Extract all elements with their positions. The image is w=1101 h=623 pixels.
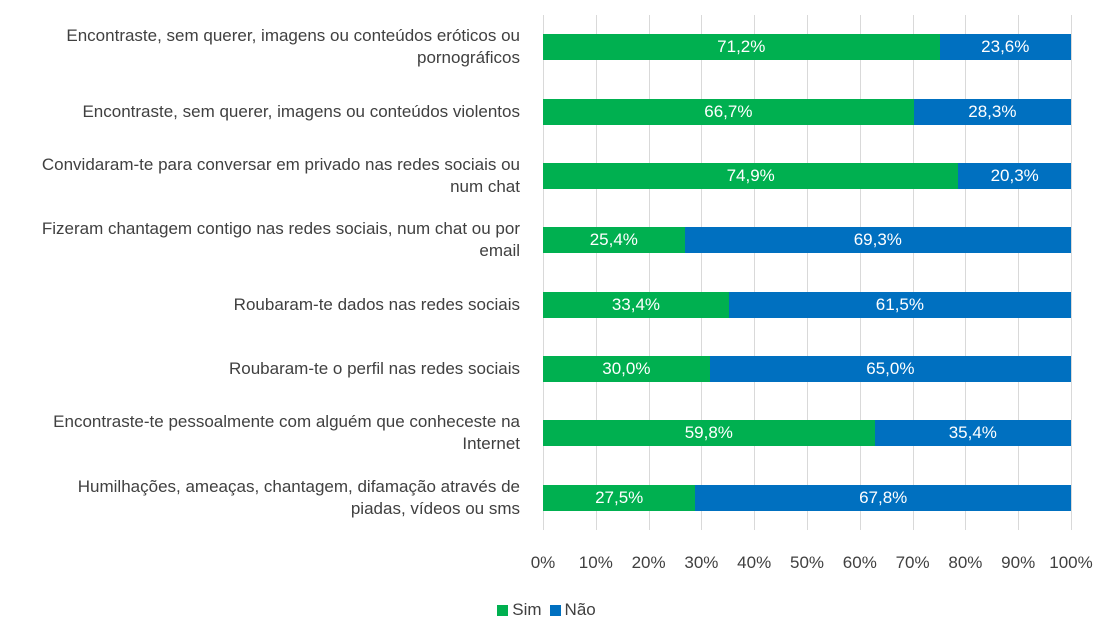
data-label: 25,4% <box>589 230 638 250</box>
x-tick-label: 100% <box>1049 553 1093 572</box>
x-tick-label: 70% <box>895 553 930 572</box>
data-label: 23,6% <box>981 37 1030 57</box>
x-tick-label: 50% <box>789 553 825 572</box>
data-label: 65,0% <box>866 359 915 379</box>
grid-line <box>1071 15 1072 530</box>
category-label: Encontraste-te pessoalmente com alguém q… <box>53 412 520 454</box>
legend-label: Não <box>564 600 596 619</box>
grid-line <box>701 15 703 530</box>
grid-line <box>859 15 861 530</box>
data-label: 67,8% <box>859 487 908 507</box>
category-label: Convidaram-te para conversar em privado … <box>41 154 520 196</box>
bar-segment: 28,3% <box>913 98 1071 125</box>
bar-segment: 67,8% <box>695 484 1071 511</box>
data-label: 28,3% <box>968 101 1017 121</box>
x-tick-label: 90% <box>1001 553 1036 572</box>
data-label: 71,2% <box>717 37 766 57</box>
category-label: Fizeram chantagem contigo nas redes soci… <box>41 219 520 261</box>
grid-line <box>807 15 808 530</box>
bar-segment: 74,9% <box>543 162 959 189</box>
bar-segment: 27,5% <box>543 484 696 511</box>
legend-item: Não <box>549 600 596 620</box>
grid-line <box>1018 15 1020 530</box>
grid-line <box>648 15 650 530</box>
data-label: 69,3% <box>853 230 902 250</box>
data-label: 59,8% <box>684 423 733 443</box>
legend: Sim Não <box>0 600 1101 620</box>
x-tick-label: 0% <box>530 553 556 572</box>
bar-segment: 69,3% <box>684 227 1071 254</box>
data-label: 33,4% <box>611 294 661 314</box>
category-label: Humilhações, ameaças, chantagem, difamaç… <box>77 476 520 518</box>
category-label: Encontraste, sem querer, imagens ou cont… <box>66 26 520 68</box>
bar-segment: 59,8% <box>543 420 875 447</box>
data-label: 27,5% <box>595 487 644 507</box>
data-label: 74,9% <box>726 165 775 185</box>
bar-segment: 23,6% <box>939 34 1071 61</box>
bar-segment: 35,4% <box>874 420 1071 447</box>
grid-line <box>595 15 597 530</box>
x-tick-label: 40% <box>737 553 772 572</box>
legend-item: Sim <box>497 600 542 620</box>
bar-segment: 65,0% <box>709 356 1071 383</box>
grid-line <box>912 15 914 530</box>
grid-line <box>543 15 544 530</box>
legend-swatch <box>549 604 561 616</box>
x-tick-label: 80% <box>948 553 983 572</box>
x-tick-label: 30% <box>684 553 719 572</box>
x-tick-label: 20% <box>631 553 666 572</box>
data-label: 30,0% <box>602 359 651 379</box>
grid-line <box>965 15 967 530</box>
bar-segment: 25,4% <box>543 227 685 254</box>
bar-segment: 61,5% <box>728 291 1071 318</box>
bar-segment: 20,3% <box>958 162 1071 189</box>
category-label: Encontraste, sem querer, imagens ou cont… <box>82 101 520 121</box>
bar-segment: 33,4% <box>543 291 729 318</box>
bar-segment: 71,2% <box>543 34 940 61</box>
data-label: 35,4% <box>948 423 997 443</box>
data-label: 20,3% <box>990 165 1039 185</box>
data-label: 66,7% <box>704 101 753 121</box>
category-label: Roubaram-te dados nas redes sociais <box>233 294 520 314</box>
category-label: Roubaram-te o perfil nas redes sociais <box>228 359 520 379</box>
bar-segment: 30,0% <box>543 356 710 383</box>
legend-label: Sim <box>512 600 542 619</box>
x-tick-label: 60% <box>842 553 877 572</box>
x-tick-label: 10% <box>578 553 613 572</box>
data-label: 61,5% <box>875 294 924 314</box>
grid-line <box>754 15 756 530</box>
legend-swatch <box>497 604 509 616</box>
bar-segment: 66,7% <box>543 98 914 125</box>
